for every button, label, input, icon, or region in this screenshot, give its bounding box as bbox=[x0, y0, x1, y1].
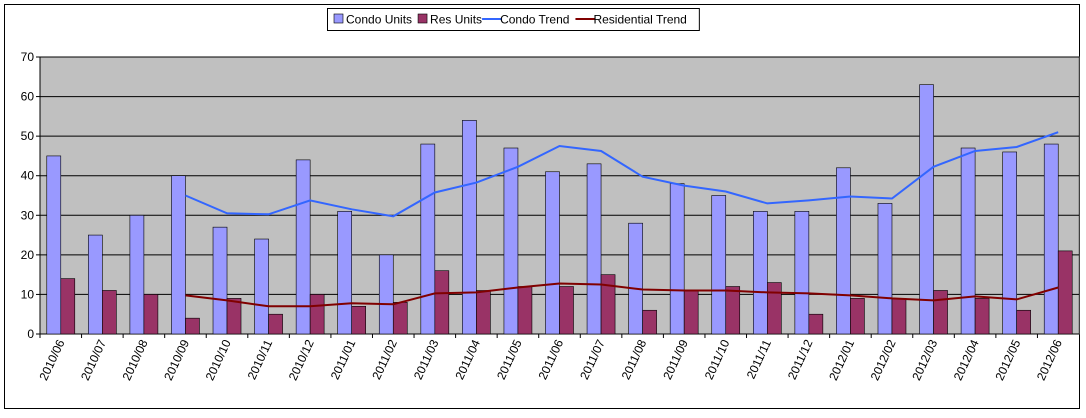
bar bbox=[212, 226, 228, 335]
bar bbox=[683, 290, 699, 335]
bar bbox=[46, 155, 62, 335]
bar bbox=[752, 211, 768, 335]
bar bbox=[517, 286, 533, 335]
y-tick-label: 50 bbox=[21, 129, 35, 143]
bar bbox=[171, 175, 186, 335]
legend-swatch bbox=[417, 13, 428, 24]
bar bbox=[711, 195, 727, 335]
bar bbox=[309, 294, 325, 335]
y-tick-label: 20 bbox=[21, 248, 35, 262]
y-tick-label: 60 bbox=[21, 90, 35, 104]
bar bbox=[1043, 143, 1059, 335]
bar bbox=[891, 298, 907, 335]
legend-label: Condo Units bbox=[346, 13, 412, 27]
legend-swatch bbox=[333, 13, 344, 24]
bar bbox=[1057, 250, 1073, 335]
bar bbox=[960, 147, 976, 335]
bar bbox=[129, 214, 145, 335]
bar bbox=[933, 290, 948, 335]
legend-label: Condo Trend bbox=[500, 13, 569, 27]
bar bbox=[974, 298, 990, 335]
bar bbox=[295, 159, 311, 335]
bar bbox=[351, 305, 367, 335]
legend-label: Residential Trend bbox=[593, 13, 686, 27]
trend-line bbox=[185, 131, 1059, 218]
bar bbox=[725, 286, 741, 335]
y-tick-label: 0 bbox=[27, 327, 34, 341]
bar bbox=[766, 282, 782, 335]
bar bbox=[462, 120, 477, 335]
y-tick-label: 30 bbox=[21, 208, 35, 222]
bar bbox=[1002, 151, 1017, 335]
bar bbox=[669, 183, 685, 335]
legend-label: Res Units bbox=[430, 13, 482, 27]
bar bbox=[850, 298, 865, 335]
bar bbox=[794, 211, 810, 335]
bar bbox=[503, 147, 519, 335]
bar bbox=[378, 254, 394, 335]
bar bbox=[254, 238, 269, 335]
y-tick-label: 40 bbox=[21, 169, 35, 183]
bar bbox=[545, 171, 560, 335]
bar bbox=[808, 313, 824, 335]
bar bbox=[226, 298, 242, 335]
bar bbox=[185, 317, 200, 335]
y-tick-label: 10 bbox=[21, 287, 35, 301]
bar bbox=[628, 222, 643, 335]
bar bbox=[600, 274, 616, 335]
y-tick-label: 70 bbox=[21, 50, 35, 64]
bar bbox=[919, 84, 934, 335]
bar bbox=[836, 167, 851, 335]
bar bbox=[392, 302, 408, 335]
bar bbox=[877, 203, 893, 335]
bar bbox=[60, 278, 76, 335]
bar bbox=[268, 313, 283, 335]
bar bbox=[434, 270, 450, 335]
legend: Condo Units Res Units Condo Trend Residenti… bbox=[327, 8, 700, 31]
bar bbox=[476, 290, 491, 335]
bar bbox=[143, 294, 159, 335]
bar bbox=[420, 143, 436, 335]
bar bbox=[102, 290, 117, 335]
bar bbox=[642, 309, 657, 335]
bar bbox=[559, 286, 574, 335]
bar bbox=[337, 211, 353, 335]
bar bbox=[1016, 309, 1031, 335]
bar bbox=[586, 163, 602, 335]
bar bbox=[88, 234, 103, 335]
trend-line bbox=[185, 282, 1059, 308]
